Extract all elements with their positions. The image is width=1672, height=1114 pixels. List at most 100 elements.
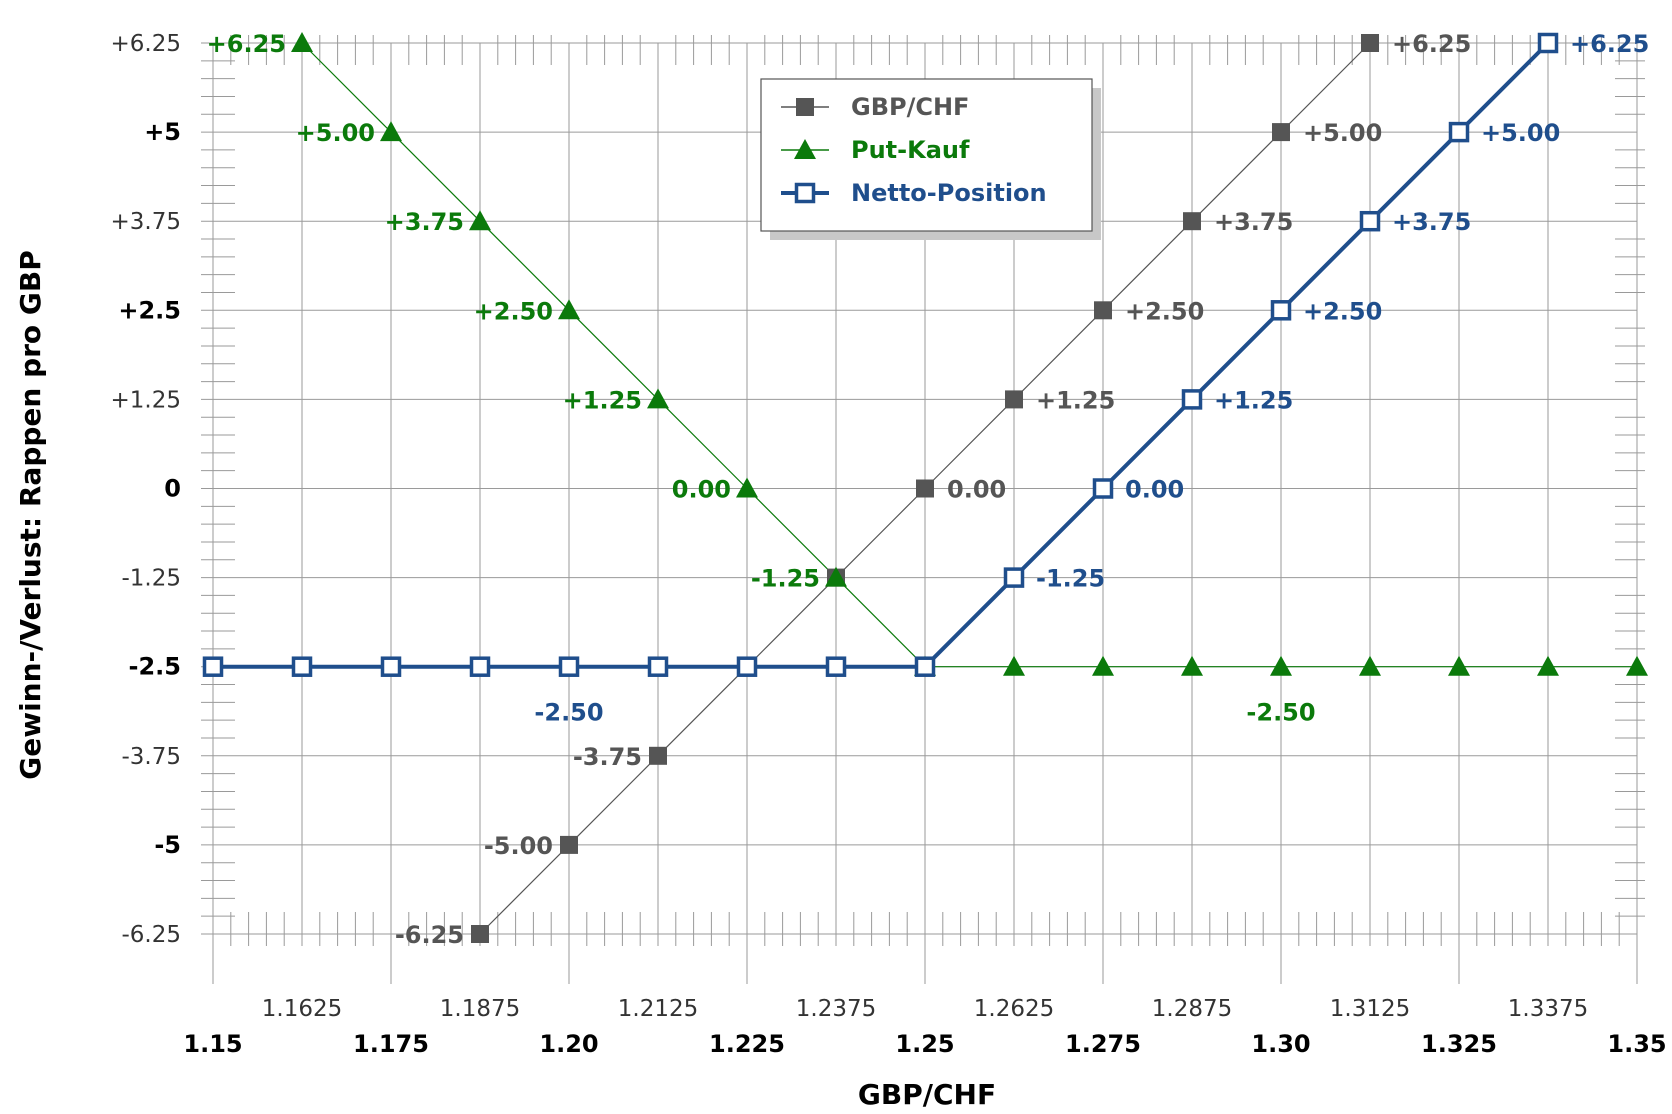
marker-open-square (647, 656, 669, 677)
data-label: +5.00 (1481, 119, 1560, 147)
y-tick-label: 0 (164, 475, 181, 503)
marker-square (649, 746, 667, 765)
x-tick-label: 1.20 (539, 1030, 598, 1058)
data-label: +3.75 (1214, 208, 1293, 236)
x-tick-label-minor: 1.1875 (440, 996, 520, 1022)
x-tick-label-minor: 1.2625 (974, 996, 1054, 1022)
data-label: 0.00 (947, 476, 1006, 504)
legend-label: Put-Kauf (851, 136, 970, 164)
marker-square (1094, 301, 1112, 320)
data-label: +6.25 (1392, 30, 1471, 58)
marker-triangle (1092, 655, 1114, 676)
y-tick-label: +2.5 (118, 296, 181, 324)
data-label: +1.25 (1214, 386, 1293, 414)
data-label: +2.50 (1125, 297, 1204, 325)
marker-triangle (380, 121, 402, 142)
marker-triangle (1626, 655, 1648, 676)
y-axis-title: Gewinn-/Verlust: Rappen pro GBP (14, 250, 47, 780)
marker-square (796, 98, 814, 116)
marker-square (471, 925, 489, 943)
marker-open-square (1448, 121, 1470, 143)
marker-open-square (1537, 32, 1559, 54)
y-tick-label: -3.75 (121, 744, 181, 770)
data-label: +5.00 (1303, 119, 1382, 147)
x-tick-label: 1.25 (895, 1030, 954, 1058)
data-label: -2.50 (534, 698, 603, 726)
marker-triangle (825, 566, 847, 587)
axis-ticks: +6.25 +5 +3.75 +2.5 +1.25 0 -1.25 -2.5 -3.75 -5 -6… (111, 31, 1667, 1058)
x-tick-label: 1.275 (1065, 1030, 1141, 1058)
x-tick-label-minor: 1.3125 (1330, 996, 1410, 1022)
y-tick-label: +1.25 (111, 387, 181, 413)
data-label: -3.75 (573, 743, 642, 771)
y-tick-label: +6.25 (111, 31, 181, 57)
marker-square (1361, 34, 1379, 52)
data-label: +2.50 (1303, 297, 1382, 325)
data-label: -1.25 (1036, 565, 1105, 593)
data-label: -5.00 (484, 832, 553, 860)
marker-triangle (736, 477, 758, 498)
series-line (301, 42, 1637, 668)
marker-open-square (202, 656, 224, 677)
data-label: +1.25 (563, 386, 642, 414)
marker-square (560, 835, 578, 854)
marker-open-square (1092, 478, 1114, 499)
x-tick-label: 1.325 (1421, 1030, 1497, 1058)
marker-open-square (558, 656, 580, 677)
marker-triangle (1537, 655, 1559, 676)
data-label: +3.75 (1392, 208, 1471, 236)
marker-square (916, 479, 934, 498)
data-label: -1.25 (751, 565, 820, 593)
y-tick-label: -1.25 (121, 566, 181, 592)
legend-label: Netto-Position (851, 179, 1047, 207)
data-labels: -6.25 -5.00 -3.75 0.00 +1.25 +2.50 +3.75 +5.00 +… (207, 30, 1650, 949)
marker-square (1183, 212, 1201, 231)
x-tick-label-minor: 1.2375 (796, 996, 876, 1022)
marker-open-square (794, 182, 816, 204)
legend-label: GBP/CHF (851, 93, 969, 121)
marker-triangle (1448, 655, 1470, 676)
y-tick-label: -6.25 (121, 922, 181, 948)
marker-open-square (1270, 300, 1292, 321)
marker-square (1005, 390, 1023, 409)
marker-triangle (1003, 655, 1025, 676)
data-label: 0.00 (1125, 476, 1184, 504)
data-label: +1.25 (1036, 386, 1115, 414)
marker-triangle (647, 388, 669, 409)
marker-open-square (736, 656, 758, 677)
marker-triangle (558, 299, 580, 320)
y-tick-label: -2.5 (129, 653, 181, 681)
marker-open-square (1359, 210, 1381, 232)
legend: GBP/CHF Put-Kauf Netto-Position (760, 78, 1101, 240)
marker-triangle (1181, 655, 1203, 676)
marker-triangle (794, 139, 816, 159)
marker-open-square (469, 656, 491, 677)
x-tick-label-minor: 1.2125 (618, 996, 698, 1022)
x-tick-label-minor: 1.1625 (262, 996, 342, 1022)
data-label: 0.00 (672, 476, 731, 504)
marker-open-square (914, 656, 936, 677)
x-tick-label: 1.35 (1607, 1030, 1666, 1058)
data-label: +3.75 (385, 208, 464, 236)
y-tick-label: -5 (154, 831, 181, 859)
legend-box (760, 78, 1093, 232)
x-tick-label: 1.15 (183, 1030, 242, 1058)
series-line (213, 41, 1550, 669)
x-tick-label: 1.175 (353, 1030, 429, 1058)
marker-open-square (825, 656, 847, 677)
data-label: +5.00 (296, 119, 375, 147)
data-label: +6.25 (1570, 30, 1649, 58)
x-tick-label: 1.225 (709, 1030, 785, 1058)
marker-open-square (380, 656, 402, 677)
marker-open-square (291, 656, 313, 677)
series-markers (202, 32, 1648, 943)
marker-open-square (1181, 389, 1203, 410)
x-tick-label: 1.30 (1251, 1030, 1310, 1058)
marker-triangle (469, 210, 491, 231)
marker-triangle (291, 32, 313, 52)
marker-triangle (1359, 655, 1381, 676)
y-tick-label: +5 (144, 118, 181, 146)
data-label: +2.50 (474, 297, 553, 325)
marker-open-square (1003, 567, 1025, 588)
